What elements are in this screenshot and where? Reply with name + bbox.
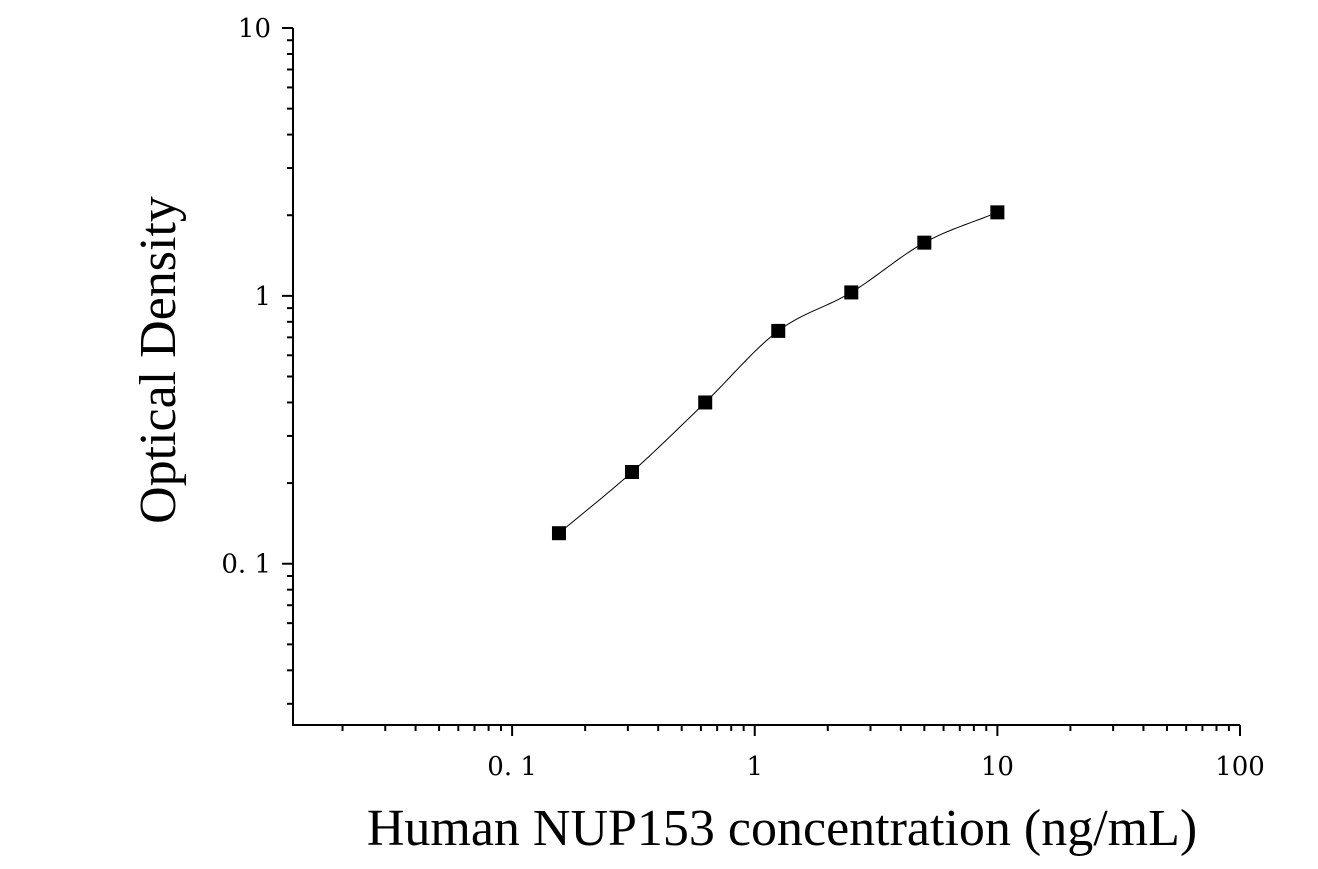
- x-tick-label: 10: [981, 752, 1014, 782]
- y-tick-label: 10: [238, 14, 271, 44]
- data-point: [844, 285, 859, 300]
- x-axis-title: Human NUP153 concentration (ng/mL): [367, 800, 1197, 857]
- axes: [292, 28, 1240, 726]
- tick-labels: 0. 1 1 10 100 0. 1 1 10: [221, 14, 1264, 782]
- x-tick-label: 100: [1215, 752, 1265, 782]
- y-tick-label: 1: [254, 282, 271, 312]
- fit-curve: [558, 211, 998, 534]
- minor-ticks: [282, 27, 1241, 736]
- data-point: [625, 465, 640, 480]
- data-point: [771, 323, 786, 338]
- data-point: [990, 205, 1005, 220]
- data-points: [551, 205, 1005, 541]
- data-point: [551, 526, 566, 541]
- y-axis-title: Optical Density: [130, 196, 187, 524]
- x-tick-label: 0. 1: [487, 752, 537, 782]
- y-tick-label: 0. 1: [221, 550, 271, 580]
- data-point: [698, 395, 713, 410]
- x-tick-label: 1: [746, 752, 763, 782]
- data-point: [917, 235, 932, 250]
